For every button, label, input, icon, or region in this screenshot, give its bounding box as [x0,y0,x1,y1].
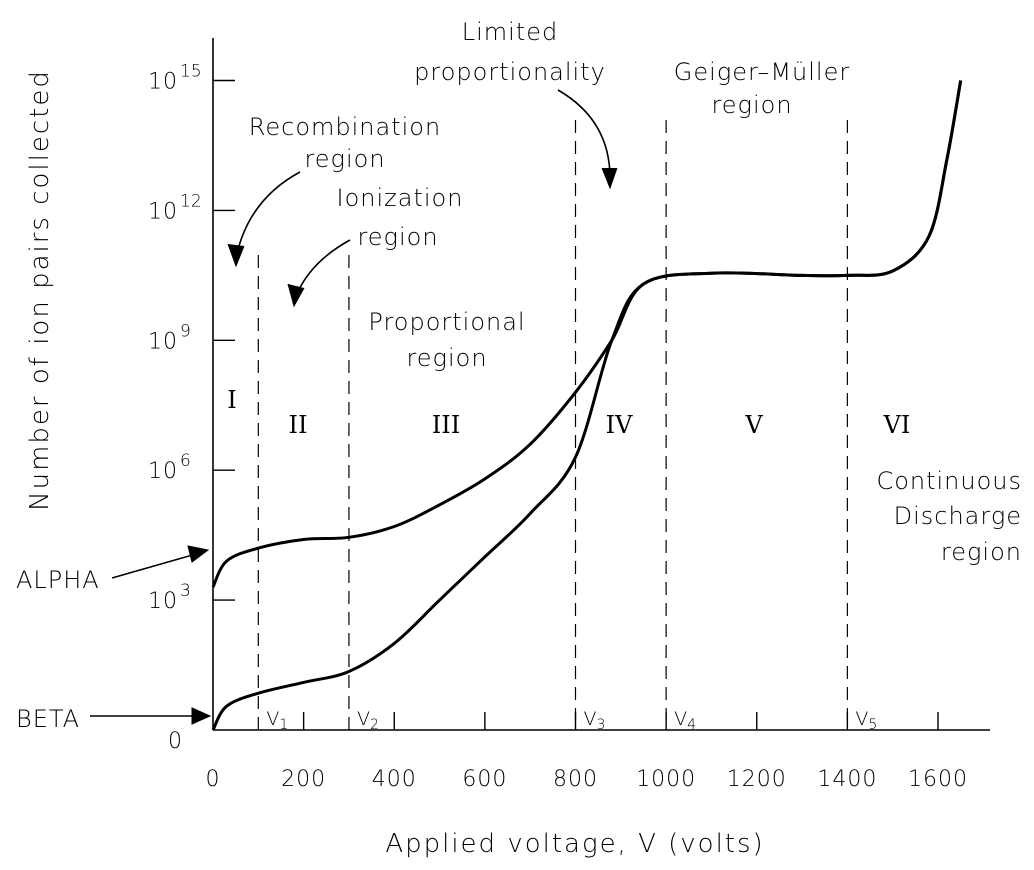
ionization-label-line1: Ionization [337,184,464,212]
x-tick-label-5: 1000 [636,767,696,792]
y-tick-label-5: 10 [148,70,178,95]
x-tick-label-0: 0 [206,767,221,792]
series-beta-curve [211,80,963,731]
y-tick-exp-4: 12 [180,191,202,211]
y-tick-exp-2: 6 [180,451,191,471]
y-tick-exp-1: 3 [180,581,191,601]
x-axis-title: Applied voltage, V (volts) [385,829,764,859]
region-numeral-4: IV [606,411,633,439]
geiger-label-line2: region [711,91,792,119]
series-curves [211,80,963,731]
v-marker-5: V5 [855,708,877,733]
region-numeral-5: V [744,411,763,439]
alpha-arrowhead [187,545,210,563]
geiger-label-line1: Geiger–Müller [674,58,850,86]
continuous-label-line2: Discharge [894,502,1022,530]
region-numeral-1: I [227,386,236,414]
recombination-label-line2: region [304,145,385,173]
x-tick-label-3: 600 [462,767,507,792]
limited-label-line1: Limited [462,18,559,46]
x-tick-label-6: 1200 [727,767,787,792]
y-tick-exp-5: 15 [180,62,202,82]
ionization-arrowhead [287,283,305,308]
proportional-label-line2: region [406,344,487,372]
x-tick-label-8: 1600 [908,767,968,792]
v-marker-3: V3 [584,708,606,733]
proportional-label-line1: Proportional [368,308,525,336]
series-beta-label: BETA [16,705,80,733]
alpha-arrow [111,553,197,579]
y-axis-title: Number of ion pairs collected [25,69,55,511]
voltage-dashed-lines [257,120,848,730]
x-tick-label-4: 800 [553,767,598,792]
region-numeral-6: VI [883,411,911,439]
region-numeral-2: II [289,411,308,439]
y-tick-label-2: 10 [148,459,178,484]
limited-arrow [557,89,611,179]
recombination-label-line1: Recombination [249,113,441,141]
v-marker-sub-3: 3 [597,717,606,733]
beta-arrowhead [191,707,212,725]
series-alpha-label: ALPHA [16,566,100,594]
region-numeral-3: III [432,411,460,439]
limited-label-line2: proportionality [414,58,606,86]
x-tick-label-1: 200 [281,767,326,792]
v-marker-sub-4: 4 [687,717,696,733]
recombination-arrow [235,171,301,259]
ionization-label-line2: region [357,223,438,251]
limited-arrowhead [601,167,618,190]
v-marker-sub-5: 5 [868,717,877,733]
v-marker-sub-2: 2 [370,717,379,733]
y-tick-label-0: 0 [168,729,183,754]
continuous-label-line3: region [941,538,1022,566]
x-ticks: 0 200 400 600 800 1000 1200 1400 1600 [206,712,968,792]
recombination-arrowhead [227,243,245,268]
y-tick-label-1: 10 [148,589,178,614]
v-marker-4: V4 [674,708,696,733]
y-tick-label-3: 10 [148,329,178,354]
y-tick-exp-3: 9 [180,321,191,341]
continuous-label-line1: Continuous [876,467,1022,495]
x-tick-label-2: 400 [372,767,417,792]
x-tick-label-7: 1400 [817,767,877,792]
v-marker-sub-1: 1 [279,717,288,733]
v-marker-1: V1 [266,708,288,733]
ionization-arrow [295,239,351,297]
v-marker-2: V2 [357,708,379,733]
y-tick-label-4: 10 [148,199,178,224]
